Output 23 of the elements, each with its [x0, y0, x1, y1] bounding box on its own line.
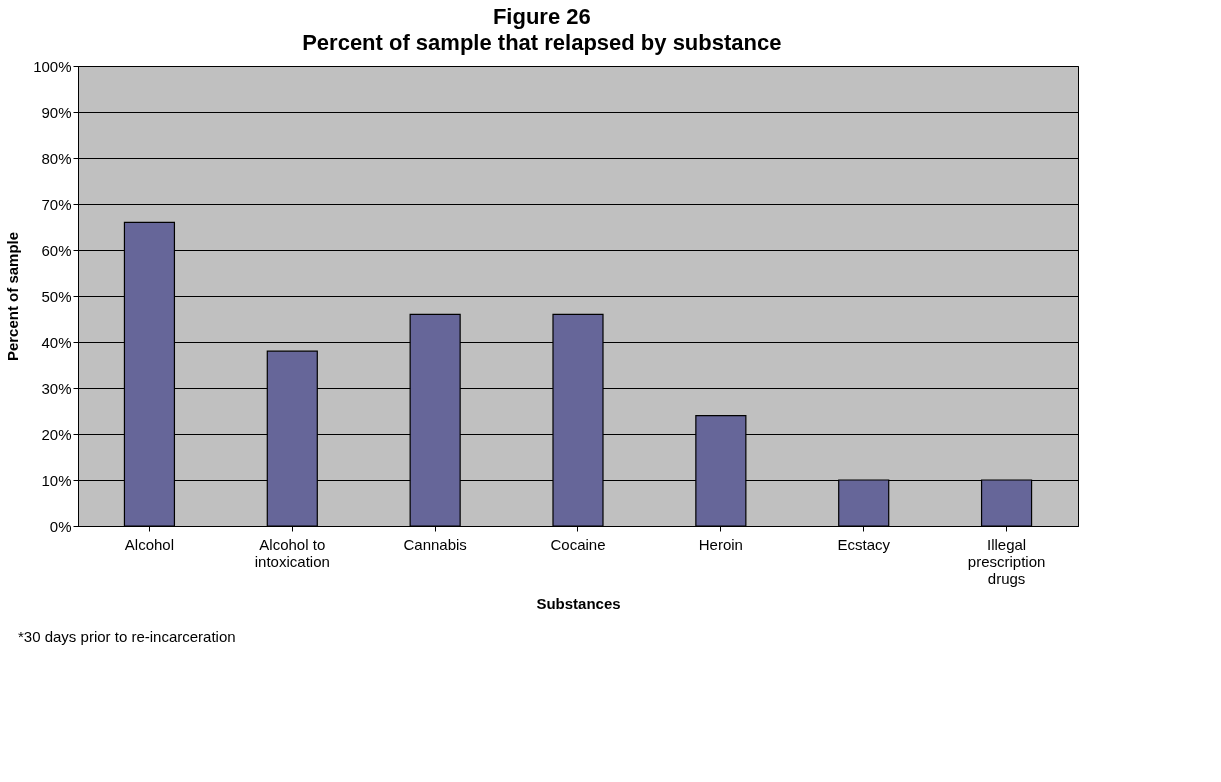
- x-tick-label: Cocaine: [550, 535, 606, 553]
- y-tick-label: 90%: [41, 103, 72, 121]
- x-tick-label: Heroin: [698, 535, 743, 553]
- y-tick-label: 60%: [41, 241, 72, 259]
- y-tick-label: 30%: [41, 379, 72, 397]
- y-tick-label: 10%: [41, 471, 72, 489]
- text: *30 days prior to re-incarceration: [18, 628, 236, 645]
- chart-title: Figure 26: [492, 3, 591, 29]
- y-tick-label: 80%: [41, 149, 72, 167]
- y-tick-label: 0%: [49, 517, 72, 535]
- y-axis-title: Percent of sample: [4, 231, 22, 362]
- y-tick-label: 40%: [41, 333, 72, 351]
- y-tick-label: 50%: [41, 287, 72, 305]
- x-tick-label: Cannabis: [403, 535, 467, 553]
- y-tick-label: 70%: [41, 195, 72, 213]
- x-tick-label: Ecstacy: [837, 535, 891, 553]
- y-tick-label: 20%: [41, 425, 72, 443]
- x-tick-label: Alcohol to intoxication: [254, 535, 330, 570]
- chart-subtitle: Percent of sample that relapsed by substance: [302, 29, 782, 55]
- x-axis-title: Substances: [536, 594, 621, 612]
- x-tick-label: Illegal prescription drugs: [967, 535, 1046, 587]
- x-tick-label: Alcohol: [124, 535, 175, 553]
- y-tick-label: 100%: [33, 57, 72, 75]
